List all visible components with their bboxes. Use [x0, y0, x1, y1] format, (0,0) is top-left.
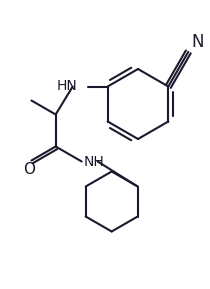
Text: HN: HN	[57, 79, 78, 94]
Text: O: O	[24, 162, 35, 177]
Text: N: N	[191, 33, 204, 51]
Text: NH: NH	[84, 155, 104, 168]
